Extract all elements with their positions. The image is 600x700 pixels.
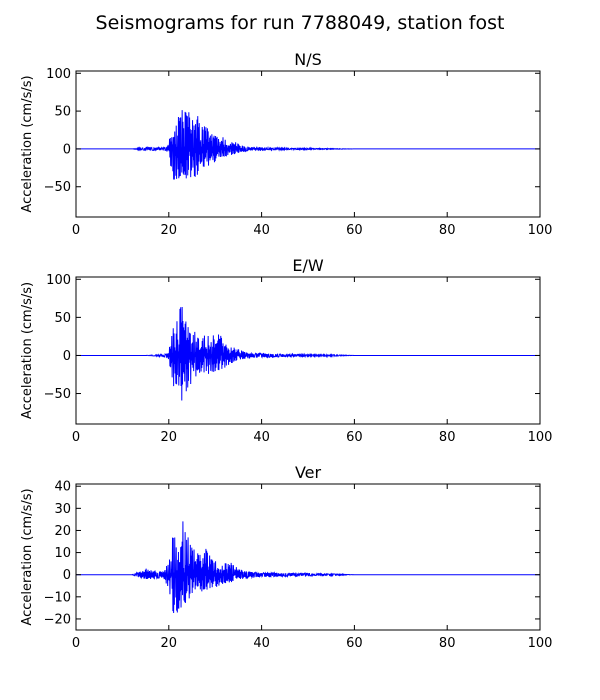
series-line (76, 110, 540, 180)
axes-frame (75, 483, 541, 631)
figure-title: Seismograms for run 7788049, station fos… (96, 12, 505, 34)
y-tick-label: 0 (63, 349, 71, 364)
x-tick-label: 60 (346, 223, 363, 238)
x-tick-label: 20 (161, 223, 178, 238)
series-line (76, 307, 540, 401)
y-tick-label: 0 (63, 568, 71, 583)
y-tick-label: 0 (63, 142, 71, 157)
y-tick-label: 50 (54, 311, 71, 326)
x-tick-label: 80 (439, 636, 456, 651)
y-axis-label: Acceleration (cm/s/s) (20, 488, 35, 625)
panel-title: Ver (295, 463, 322, 482)
y-axis-label: Acceleration (cm/s/s) (20, 75, 35, 212)
y-tick-label: 50 (54, 105, 71, 120)
y-tick-label: 100 (46, 273, 71, 288)
y-tick-label: −20 (44, 612, 71, 627)
y-axis-label: Acceleration (cm/s/s) (20, 282, 35, 419)
x-tick-label: 60 (346, 636, 363, 651)
x-tick-label: 20 (161, 430, 178, 445)
panel-ver: 0 20 40 60 80 100 −20 −10 0 10 20 30 40 Ver Accelerati… (20, 463, 552, 651)
axes-frame (75, 70, 541, 218)
x-tick-label: 40 (253, 430, 270, 445)
panel-title: E/W (292, 256, 324, 275)
y-tick-label: 20 (54, 524, 71, 539)
x-tick-label: 0 (72, 223, 80, 238)
series-line (76, 521, 540, 613)
x-tick-label: 20 (161, 636, 178, 651)
y-tick-label: 100 (46, 67, 71, 82)
x-tick-label: 40 (253, 636, 270, 651)
panel-ew: 0 20 40 60 80 100 −50 0 50 100 E/W Acceleration (cm… (20, 256, 552, 445)
x-tick-label: 60 (346, 430, 363, 445)
axes-frame (75, 276, 541, 425)
x-tick-label: 100 (528, 223, 553, 238)
x-tick-label: 0 (72, 636, 80, 651)
x-tick-label: 40 (253, 223, 270, 238)
y-tick-label: 30 (54, 502, 71, 517)
x-tick-label: 80 (439, 223, 456, 238)
y-tick-label: −50 (44, 387, 71, 402)
y-tick-label: 40 (54, 480, 71, 495)
y-tick-label: 10 (54, 546, 71, 561)
y-tick-label: −50 (44, 180, 71, 195)
x-tick-label: 80 (439, 430, 456, 445)
x-tick-label: 100 (528, 636, 553, 651)
x-tick-label: 100 (528, 430, 553, 445)
x-tick-label: 0 (72, 430, 80, 445)
y-tick-label: −10 (44, 590, 71, 605)
panel-title: N/S (294, 50, 322, 69)
panel-ns: 0 20 40 60 80 100 −50 0 50 100 N/S Acceleration (cm… (20, 50, 552, 238)
